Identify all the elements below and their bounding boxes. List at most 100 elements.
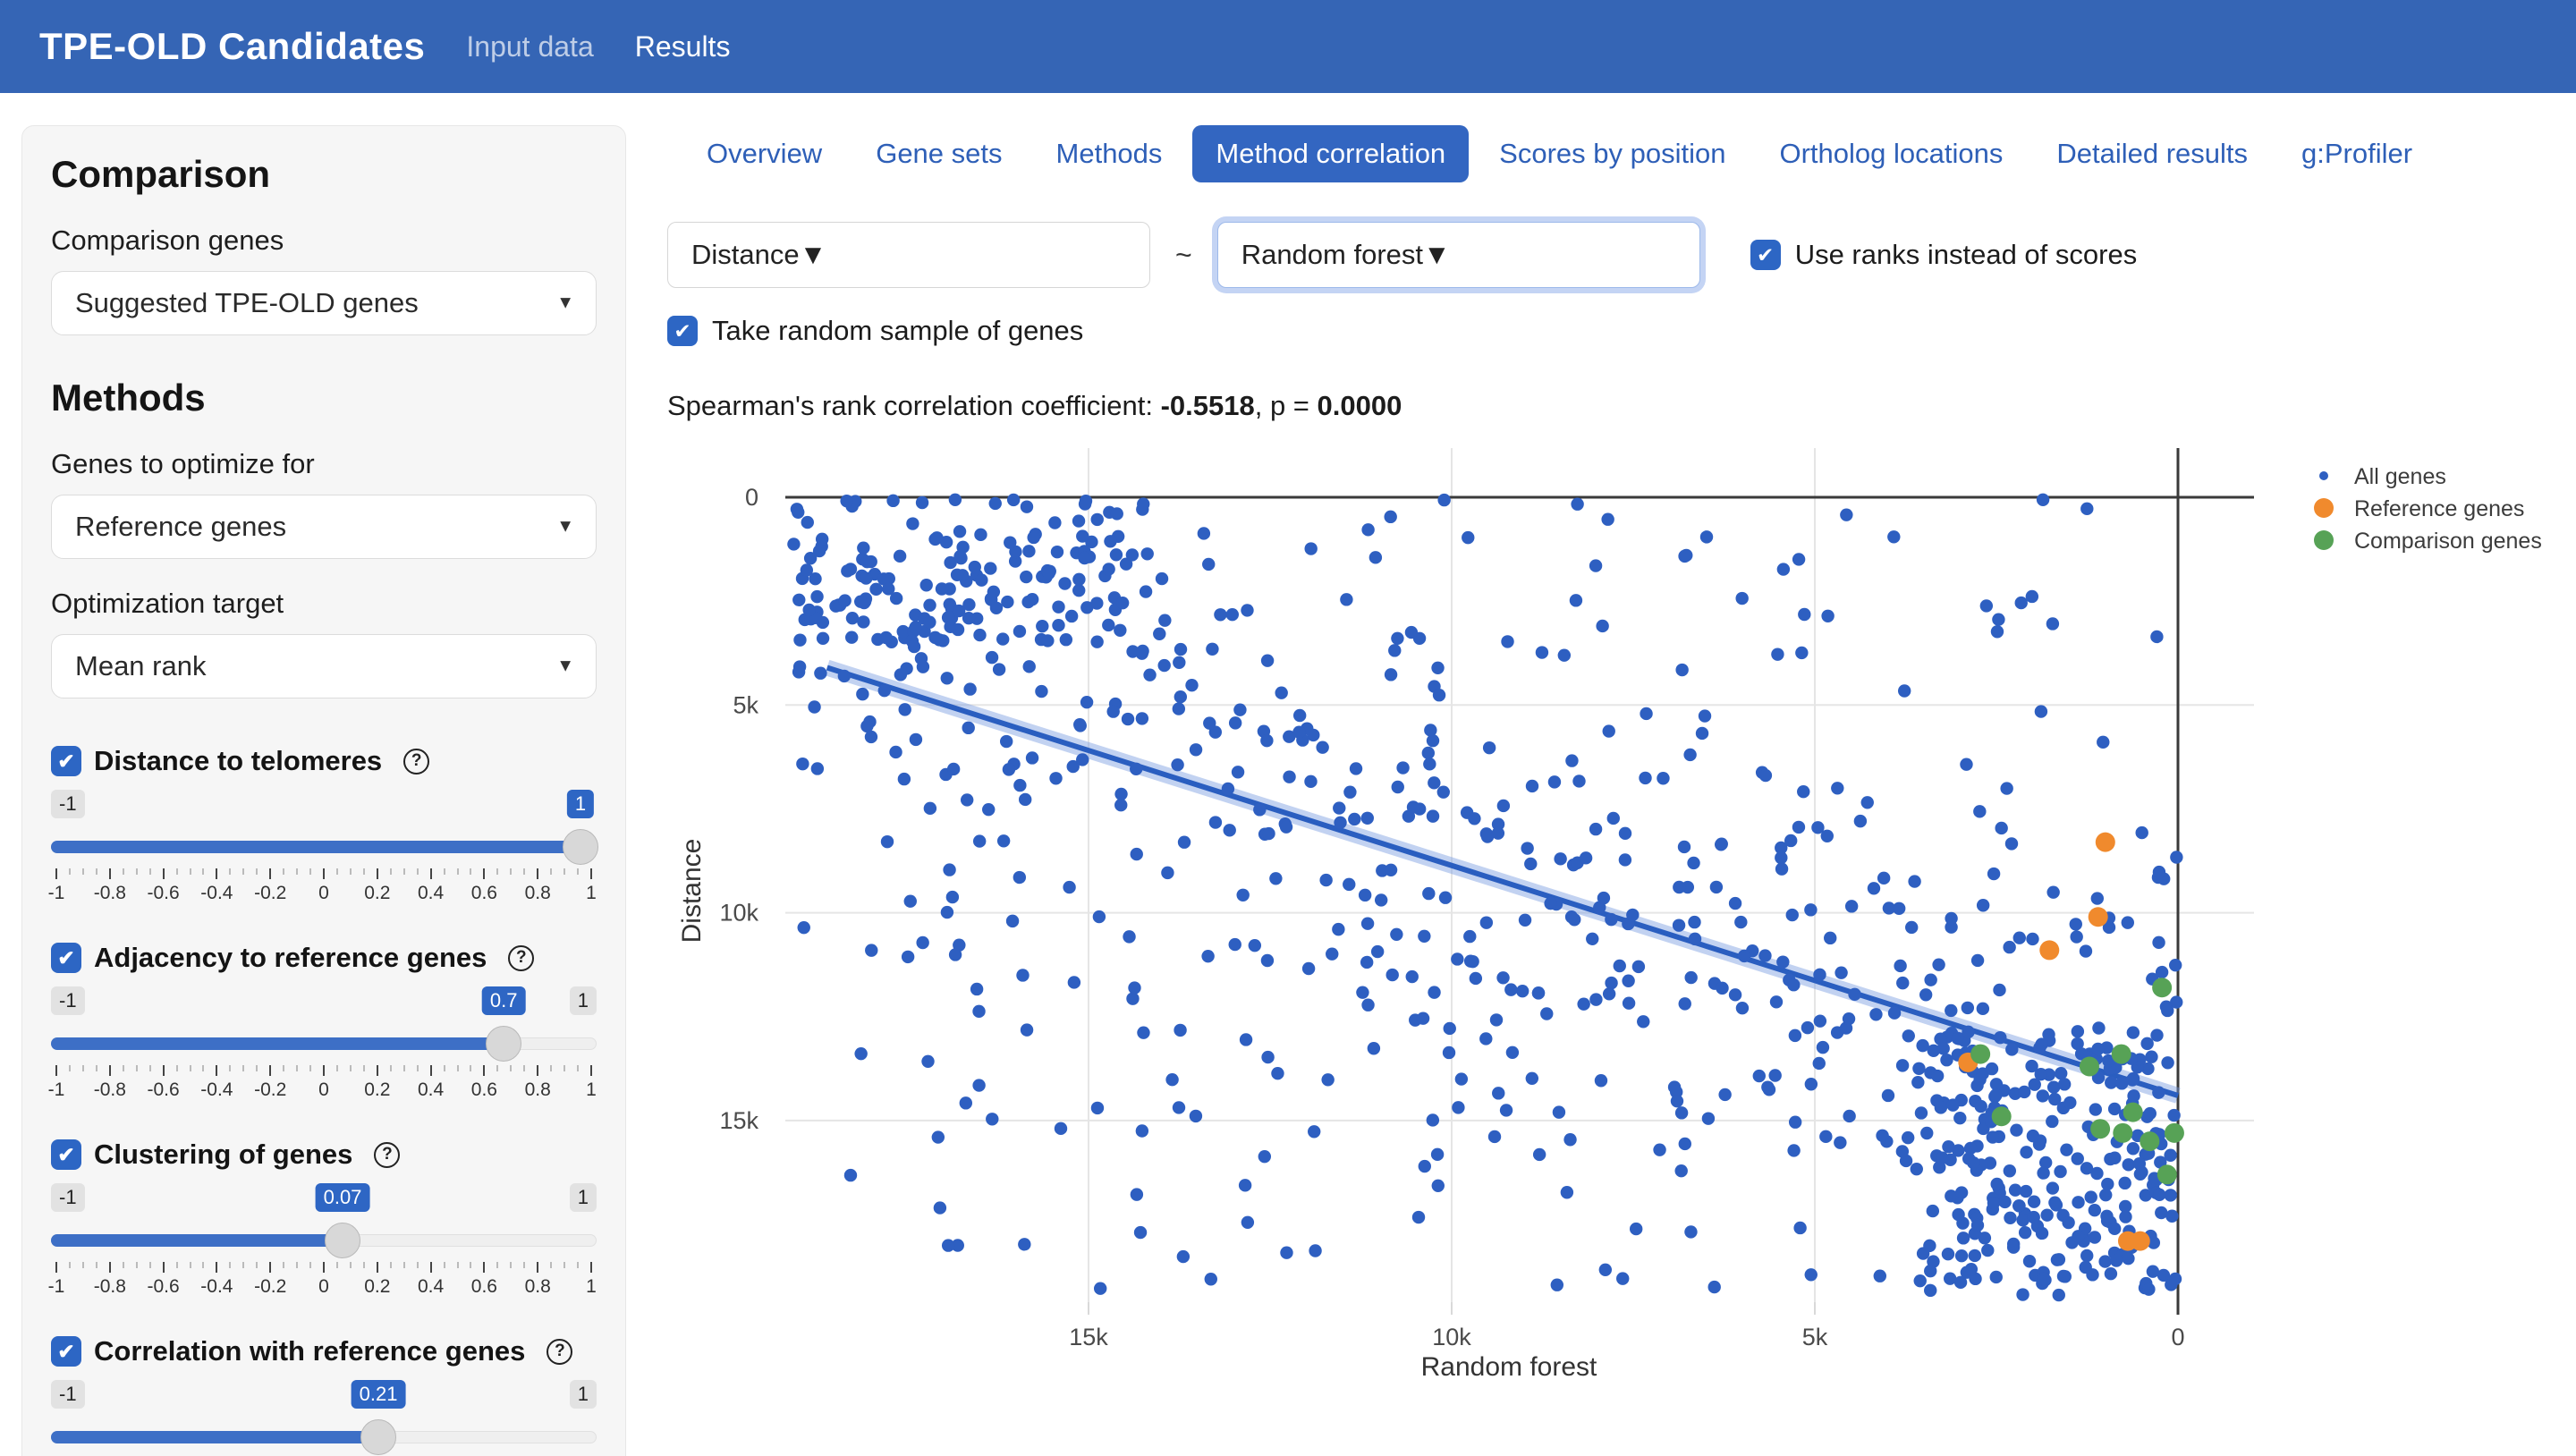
- scatter-point-all-genes: [1896, 1145, 1909, 1157]
- scatter-point-all-genes: [1093, 910, 1106, 923]
- scatter-point-reference-gene: [2039, 940, 2059, 960]
- scatter-point-all-genes: [2150, 1029, 2163, 1041]
- scatter-point-all-genes: [1222, 783, 1234, 795]
- scatter-point-all-genes: [2097, 736, 2109, 749]
- scatter-point-all-genes: [1861, 796, 1874, 808]
- scatter-point-all-genes: [1962, 1002, 1974, 1014]
- scatter-point-all-genes: [1768, 1069, 1781, 1081]
- slider-tick-mark: [470, 868, 471, 875]
- help-icon[interactable]: ?: [547, 1339, 572, 1365]
- slider-tick-mark: [96, 1065, 97, 1071]
- scatter-point-all-genes: [1016, 969, 1029, 981]
- tab-method-correlation[interactable]: Method correlation: [1192, 125, 1469, 182]
- tab-g-profiler[interactable]: g:Profiler: [2278, 125, 2436, 182]
- scatter-point-all-genes: [1987, 868, 2000, 880]
- scatter-point-all-genes: [921, 1055, 934, 1068]
- scatter-point-all-genes: [1835, 966, 1847, 978]
- help-icon[interactable]: ?: [403, 749, 429, 775]
- scatter-point-all-genes: [960, 1096, 972, 1109]
- scatter-point-all-genes: [1422, 747, 1435, 759]
- tab-detailed-results[interactable]: Detailed results: [2033, 125, 2271, 182]
- comparison-genes-select[interactable]: Suggested TPE-OLD genes ▼: [51, 271, 597, 335]
- legend-marker-comparison-genes[interactable]: [2314, 530, 2334, 550]
- scatter-point-all-genes: [1013, 625, 1026, 638]
- scatter-point-all-genes: [1770, 995, 1783, 1008]
- slider-body: -1 1 0.7 -1-0.8-0.6-0.4-0.200.20.40.60.8…: [51, 986, 597, 1092]
- sample-checkbox[interactable]: ✔: [667, 316, 698, 346]
- slider-tick-mark: [229, 1065, 231, 1071]
- method-checkbox[interactable]: ✔: [51, 1139, 81, 1170]
- slider-tick-mark: [457, 1262, 459, 1268]
- scatter-point-all-genes: [1072, 584, 1085, 597]
- scatter-point-all-genes: [1102, 563, 1114, 575]
- legend-label-all-genes[interactable]: All genes: [2354, 464, 2446, 489]
- optimize-select[interactable]: Reference genes ▼: [51, 495, 597, 559]
- scatter-point-all-genes: [1946, 1098, 1959, 1111]
- scatter-point-all-genes: [1882, 1089, 1894, 1102]
- scatter-point-all-genes: [930, 531, 943, 544]
- slider-handle[interactable]: [325, 1223, 360, 1258]
- scatter-point-all-genes: [1360, 956, 1373, 969]
- scatter-point-all-genes: [949, 494, 962, 506]
- slider-tick-mark: [55, 1065, 57, 1076]
- scatter-point-all-genes: [1214, 608, 1226, 621]
- scatter-point-all-genes: [986, 1113, 998, 1125]
- use-ranks-checkbox[interactable]: ✔: [1750, 240, 1781, 270]
- scatter-point-all-genes: [1819, 1130, 1832, 1143]
- scatter-point-all-genes: [1110, 548, 1123, 561]
- tab-overview[interactable]: Overview: [683, 125, 845, 182]
- slider-tick-mark: [363, 1262, 365, 1268]
- legend-label-comparison-genes[interactable]: Comparison genes: [2354, 529, 2542, 554]
- scatter-point-all-genes: [1094, 1282, 1106, 1294]
- slider-track-row: [51, 1223, 597, 1258]
- method-y-select[interactable]: Random forest ▼: [1217, 222, 1700, 288]
- scatter-point-all-genes: [1787, 1144, 1800, 1156]
- scatter-point-all-genes: [1637, 1015, 1649, 1028]
- method-x-select[interactable]: Distance ▼: [667, 222, 1150, 288]
- help-icon[interactable]: ?: [374, 1142, 400, 1168]
- slider-tick-label: -0.6: [148, 883, 180, 904]
- scatter-point-all-genes: [1605, 977, 1617, 989]
- method-checkbox[interactable]: ✔: [51, 1336, 81, 1367]
- scatter-point-all-genes: [1570, 594, 1582, 606]
- scatter-point-all-genes: [1018, 1238, 1030, 1250]
- method-checkbox[interactable]: ✔: [51, 943, 81, 973]
- scatter-point-all-genes: [2010, 1123, 2022, 1136]
- help-icon[interactable]: ?: [508, 945, 534, 971]
- tab-methods[interactable]: Methods: [1033, 125, 1186, 182]
- slider-handle[interactable]: [486, 1026, 521, 1062]
- scatter-point-all-genes: [1462, 531, 1474, 544]
- tab-scores-by-position[interactable]: Scores by position: [1476, 125, 1749, 182]
- scatter-point-all-genes: [1955, 1249, 1968, 1262]
- scatter-point-all-genes: [1079, 497, 1091, 510]
- slider-tick-mark: [136, 1065, 138, 1071]
- method-checkbox[interactable]: ✔: [51, 746, 81, 776]
- scatter-point-all-genes: [1049, 772, 1062, 784]
- scatter-point-all-genes: [846, 612, 859, 624]
- tab-gene-sets[interactable]: Gene sets: [852, 125, 1025, 182]
- target-select[interactable]: Mean rank ▼: [51, 634, 597, 698]
- scatter-point-all-genes: [1616, 1272, 1629, 1284]
- legend-marker-reference-genes[interactable]: [2314, 498, 2334, 518]
- correlation-plot[interactable]: 15k10k5k005k10k15kRandom forestDistanceA…: [667, 435, 2576, 1401]
- nav-link-results[interactable]: Results: [635, 30, 731, 63]
- scatter-point-all-genes: [2099, 1189, 2112, 1201]
- comparison-heading: Comparison: [51, 153, 597, 196]
- legend-label-reference-genes[interactable]: Reference genes: [2354, 496, 2524, 521]
- slider-tick-labels: -1-0.8-0.6-0.4-0.200.20.40.60.81: [56, 883, 591, 904]
- scatter-point-all-genes: [1161, 867, 1174, 879]
- scatter-point-all-genes: [1980, 599, 1993, 612]
- scatter-point-all-genes: [1877, 872, 1890, 885]
- slider-handle[interactable]: [563, 829, 598, 865]
- slider-tick-mark: [510, 1262, 512, 1268]
- slider-tick-mark: [430, 868, 432, 879]
- nav-link-input-data[interactable]: Input data: [466, 30, 593, 63]
- slider-handle[interactable]: [360, 1419, 396, 1455]
- slider-tick-mark: [523, 1262, 525, 1268]
- legend-marker-all-genes[interactable]: [2319, 471, 2328, 480]
- slider-tick-mark: [69, 1065, 71, 1071]
- slider-tick-label: 0.8: [525, 1276, 551, 1298]
- slider-tick-mark: [296, 1262, 298, 1268]
- tab-ortholog-locations[interactable]: Ortholog locations: [1756, 125, 2026, 182]
- scatter-point-all-genes: [917, 660, 929, 673]
